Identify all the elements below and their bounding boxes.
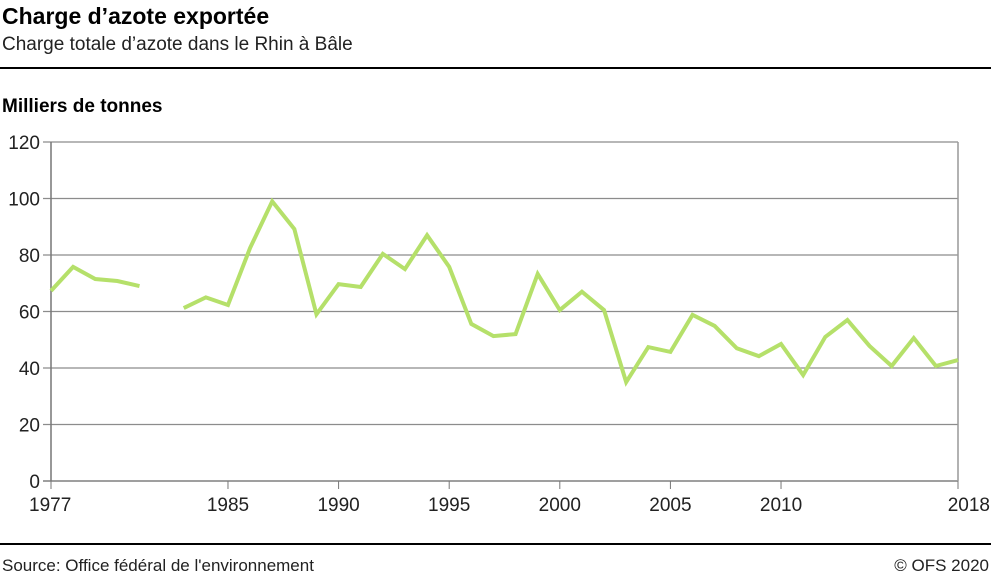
- x-tick-label: 2018: [948, 495, 990, 516]
- y-tick-label: 20: [19, 416, 40, 437]
- x-tick-label: 1995: [428, 495, 470, 516]
- x-tick-label: 1977: [29, 495, 71, 516]
- x-tick-label: 2000: [539, 495, 581, 516]
- source-text: Source: Office fédéral de l'environnemen…: [2, 556, 314, 575]
- x-tick-label: 2005: [649, 495, 691, 516]
- x-tick-label: 1990: [317, 495, 359, 516]
- y-tick-label: 120: [8, 133, 40, 154]
- line-chart: 0 20 40 60 80 100 120 1977 1985 1990 1995 2000 2005 2…: [8, 133, 990, 516]
- series-line: [182, 197, 959, 387]
- x-tick-label: 1985: [207, 495, 249, 516]
- y-tick-label: 0: [29, 472, 40, 493]
- bottom-divider: [0, 543, 991, 545]
- x-tick-label: 2010: [760, 495, 802, 516]
- y-tick-label: 40: [19, 359, 40, 380]
- top-divider: [0, 67, 991, 69]
- y-tick-label: 100: [8, 190, 40, 211]
- y-tick-label: 80: [19, 246, 40, 267]
- y-axis-label: Milliers de tonnes: [2, 96, 163, 117]
- y-tick-label: 60: [19, 303, 40, 324]
- series-line: [49, 264, 140, 293]
- chart-subtitle: Charge totale d’azote dans le Rhin à Bâl…: [2, 34, 353, 55]
- copyright-text: © OFS 2020: [894, 556, 989, 575]
- chart-title: Charge d’azote exportée: [2, 3, 270, 29]
